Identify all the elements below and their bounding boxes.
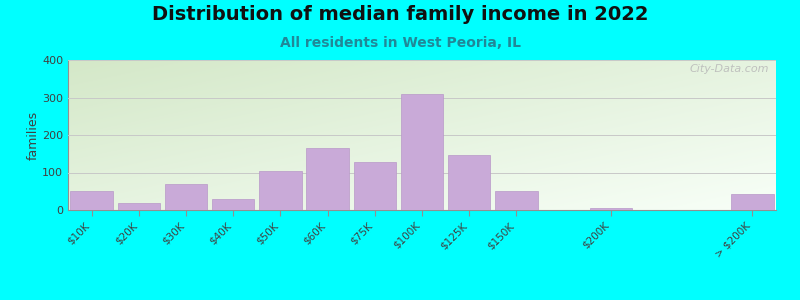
Bar	[165, 184, 207, 210]
Bar	[212, 199, 254, 210]
Bar	[590, 208, 632, 210]
Bar	[118, 203, 160, 210]
Bar	[448, 154, 490, 210]
Bar	[259, 171, 302, 210]
Text: All residents in West Peoria, IL: All residents in West Peoria, IL	[279, 36, 521, 50]
Bar	[306, 148, 349, 210]
Bar	[495, 190, 538, 210]
Y-axis label: families: families	[26, 110, 39, 160]
Bar	[70, 191, 113, 210]
Bar	[401, 94, 443, 210]
Bar	[354, 162, 396, 210]
Text: Distribution of median family income in 2022: Distribution of median family income in …	[152, 4, 648, 23]
Text: City-Data.com: City-Data.com	[690, 64, 769, 74]
Bar	[731, 194, 774, 210]
